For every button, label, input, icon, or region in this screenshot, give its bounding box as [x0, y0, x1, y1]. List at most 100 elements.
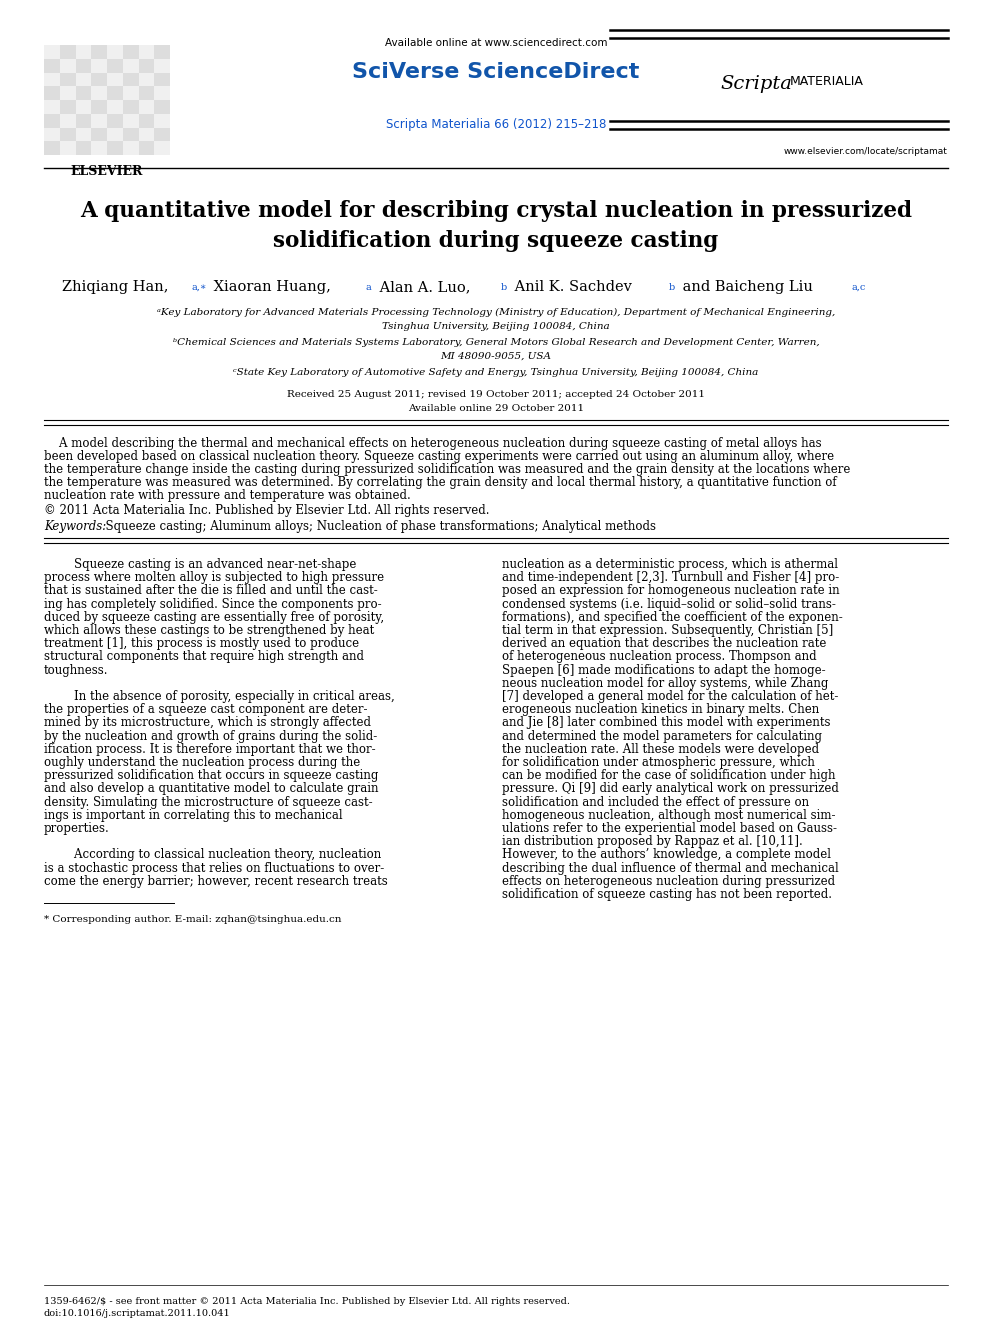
Bar	[44, 45, 170, 155]
Text: However, to the authors’ knowledge, a complete model: However, to the authors’ knowledge, a co…	[502, 848, 831, 861]
Text: According to classical nucleation theory, nucleation: According to classical nucleation theory…	[44, 848, 381, 861]
Bar	[91, 73, 107, 86]
Bar	[44, 114, 60, 127]
Text: a: a	[365, 283, 371, 292]
Text: Available online at www.sciencedirect.com: Available online at www.sciencedirect.co…	[385, 38, 607, 48]
Text: pressure. Qi [9] did early analytical work on pressurized: pressure. Qi [9] did early analytical wo…	[502, 782, 839, 795]
Bar	[123, 45, 139, 58]
Text: solidification of squeeze casting has not been reported.: solidification of squeeze casting has no…	[502, 888, 832, 901]
Bar	[154, 45, 170, 58]
Text: and determined the model parameters for calculating: and determined the model parameters for …	[502, 729, 822, 742]
Text: Squeeze casting; Aluminum alloys; Nucleation of phase transformations; Analytica: Squeeze casting; Aluminum alloys; Nuclea…	[98, 520, 656, 533]
Text: can be modified for the case of solidification under high: can be modified for the case of solidifi…	[502, 769, 835, 782]
Text: Alan A. Luo,: Alan A. Luo,	[375, 280, 470, 294]
Text: oughly understand the nucleation process during the: oughly understand the nucleation process…	[44, 755, 360, 769]
Text: Available online 29 October 2011: Available online 29 October 2011	[408, 404, 584, 413]
Text: SciVerse ScienceDirect: SciVerse ScienceDirect	[352, 62, 640, 82]
Text: Scripta Materialia 66 (2012) 215–218: Scripta Materialia 66 (2012) 215–218	[386, 118, 606, 131]
Text: pressurized solidification that occurs in squeeze casting: pressurized solidification that occurs i…	[44, 769, 378, 782]
Text: effects on heterogeneous nucleation during pressurized: effects on heterogeneous nucleation duri…	[502, 875, 835, 888]
Text: Xiaoran Huang,: Xiaoran Huang,	[209, 280, 331, 294]
Bar	[107, 86, 123, 101]
Bar	[91, 45, 107, 58]
Bar	[44, 142, 60, 155]
Text: which allows these castings to be strengthened by heat: which allows these castings to be streng…	[44, 624, 374, 636]
Text: ification process. It is therefore important that we thor-: ification process. It is therefore impor…	[44, 742, 376, 755]
Text: by the nucleation and growth of grains during the solid-: by the nucleation and growth of grains d…	[44, 729, 377, 742]
Bar	[91, 127, 107, 142]
Text: www.elsevier.com/locate/scriptamat: www.elsevier.com/locate/scriptamat	[784, 147, 948, 156]
Text: doi:10.1016/j.scriptamat.2011.10.041: doi:10.1016/j.scriptamat.2011.10.041	[44, 1308, 231, 1318]
Bar	[60, 45, 75, 58]
Text: In the absence of porosity, especially in critical areas,: In the absence of porosity, especially i…	[44, 691, 395, 703]
Text: and Jie [8] later combined this model with experiments: and Jie [8] later combined this model wi…	[502, 716, 830, 729]
Text: ian distribution proposed by Rappaz et al. [10,11].: ian distribution proposed by Rappaz et a…	[502, 835, 803, 848]
Text: that is sustained after the die is filled and until the cast-: that is sustained after the die is fille…	[44, 585, 378, 598]
Bar	[139, 86, 154, 101]
Text: and Baicheng Liu: and Baicheng Liu	[678, 280, 812, 294]
Bar	[139, 58, 154, 73]
Text: ings is important in correlating this to mechanical: ings is important in correlating this to…	[44, 808, 342, 822]
Bar	[60, 101, 75, 114]
Bar	[123, 101, 139, 114]
Text: of heterogeneous nucleation process. Thompson and: of heterogeneous nucleation process. Tho…	[502, 651, 816, 663]
Text: Tsinghua University, Beijing 100084, China: Tsinghua University, Beijing 100084, Chi…	[382, 321, 610, 331]
Bar	[75, 58, 91, 73]
Text: for solidification under atmospheric pressure, which: for solidification under atmospheric pre…	[502, 755, 814, 769]
Text: erogeneous nucleation kinetics in binary melts. Chen: erogeneous nucleation kinetics in binary…	[502, 704, 819, 716]
Text: derived an equation that describes the nucleation rate: derived an equation that describes the n…	[502, 638, 826, 650]
Bar	[75, 142, 91, 155]
Text: b: b	[501, 283, 507, 292]
Text: properties.: properties.	[44, 822, 110, 835]
Bar	[154, 101, 170, 114]
Text: structural components that require high strength and: structural components that require high …	[44, 651, 364, 663]
Bar	[107, 58, 123, 73]
Text: solidification during squeeze casting: solidification during squeeze casting	[274, 230, 718, 251]
Text: density. Simulating the microstructure of squeeze cast-: density. Simulating the microstructure o…	[44, 795, 373, 808]
Text: the temperature change inside the casting during pressurized solidification was : the temperature change inside the castin…	[44, 463, 850, 476]
Text: ulations refer to the experiential model based on Gauss-: ulations refer to the experiential model…	[502, 822, 837, 835]
Text: tial term in that expression. Subsequently, Christian [5]: tial term in that expression. Subsequent…	[502, 624, 833, 636]
Bar	[154, 73, 170, 86]
Text: © 2011 Acta Materialia Inc. Published by Elsevier Ltd. All rights reserved.: © 2011 Acta Materialia Inc. Published by…	[44, 504, 489, 517]
Text: b: b	[669, 283, 676, 292]
Text: Anil K. Sachdev: Anil K. Sachdev	[510, 280, 632, 294]
Text: MATERIALIA: MATERIALIA	[790, 75, 864, 89]
Bar	[107, 114, 123, 127]
Text: describing the dual influence of thermal and mechanical: describing the dual influence of thermal…	[502, 861, 839, 875]
Text: the properties of a squeeze cast component are deter-: the properties of a squeeze cast compone…	[44, 704, 367, 716]
Text: treatment [1], this process is mostly used to produce: treatment [1], this process is mostly us…	[44, 638, 359, 650]
Text: a,∗: a,∗	[192, 283, 207, 292]
Text: a,c: a,c	[851, 283, 865, 292]
Text: process where molten alloy is subjected to high pressure: process where molten alloy is subjected …	[44, 572, 384, 585]
Text: A quantitative model for describing crystal nucleation in pressurized: A quantitative model for describing crys…	[80, 200, 912, 222]
Bar	[75, 114, 91, 127]
Text: ᵃKey Laboratory for Advanced Materials Processing Technology (Ministry of Educat: ᵃKey Laboratory for Advanced Materials P…	[157, 308, 835, 318]
Text: duced by squeeze casting are essentially free of porosity,: duced by squeeze casting are essentially…	[44, 611, 384, 624]
Text: toughness.: toughness.	[44, 664, 108, 676]
Bar	[123, 73, 139, 86]
Text: nucleation as a deterministic process, which is athermal: nucleation as a deterministic process, w…	[502, 558, 838, 572]
Bar	[139, 142, 154, 155]
Text: solidification and included the effect of pressure on: solidification and included the effect o…	[502, 795, 809, 808]
Text: neous nucleation model for alloy systems, while Zhang: neous nucleation model for alloy systems…	[502, 677, 828, 689]
Text: 1359-6462/$ - see front matter © 2011 Acta Materialia Inc. Published by Elsevier: 1359-6462/$ - see front matter © 2011 Ac…	[44, 1297, 570, 1306]
Text: ᶜState Key Laboratory of Automotive Safety and Energy, Tsinghua University, Beij: ᶜState Key Laboratory of Automotive Safe…	[233, 368, 759, 377]
Text: Squeeze casting is an advanced near-net-shape: Squeeze casting is an advanced near-net-…	[44, 558, 356, 572]
Bar	[154, 127, 170, 142]
Text: ing has completely solidified. Since the components pro-: ing has completely solidified. Since the…	[44, 598, 382, 611]
Text: is a stochastic process that relies on fluctuations to over-: is a stochastic process that relies on f…	[44, 861, 384, 875]
Text: Spaepen [6] made modifications to adapt the homoge-: Spaepen [6] made modifications to adapt …	[502, 664, 825, 676]
Text: posed an expression for homogeneous nucleation rate in: posed an expression for homogeneous nucl…	[502, 585, 839, 598]
Bar	[44, 58, 60, 73]
Text: and time-independent [2,3]. Turnbull and Fisher [4] pro-: and time-independent [2,3]. Turnbull and…	[502, 572, 839, 585]
Text: nucleation rate with pressure and temperature was obtained.: nucleation rate with pressure and temper…	[44, 490, 411, 501]
Text: MI 48090-9055, USA: MI 48090-9055, USA	[440, 352, 552, 361]
Text: [7] developed a general model for the calculation of het-: [7] developed a general model for the ca…	[502, 691, 838, 703]
Text: A model describing the thermal and mechanical effects on heterogeneous nucleatio: A model describing the thermal and mecha…	[44, 437, 821, 450]
Text: Zhiqiang Han,: Zhiqiang Han,	[62, 280, 169, 294]
Text: Received 25 August 2011; revised 19 October 2011; accepted 24 October 2011: Received 25 August 2011; revised 19 Octo…	[287, 390, 705, 400]
Bar	[123, 127, 139, 142]
Bar	[44, 86, 60, 101]
Text: been developed based on classical nucleation theory. Squeeze casting experiments: been developed based on classical nuclea…	[44, 450, 834, 463]
